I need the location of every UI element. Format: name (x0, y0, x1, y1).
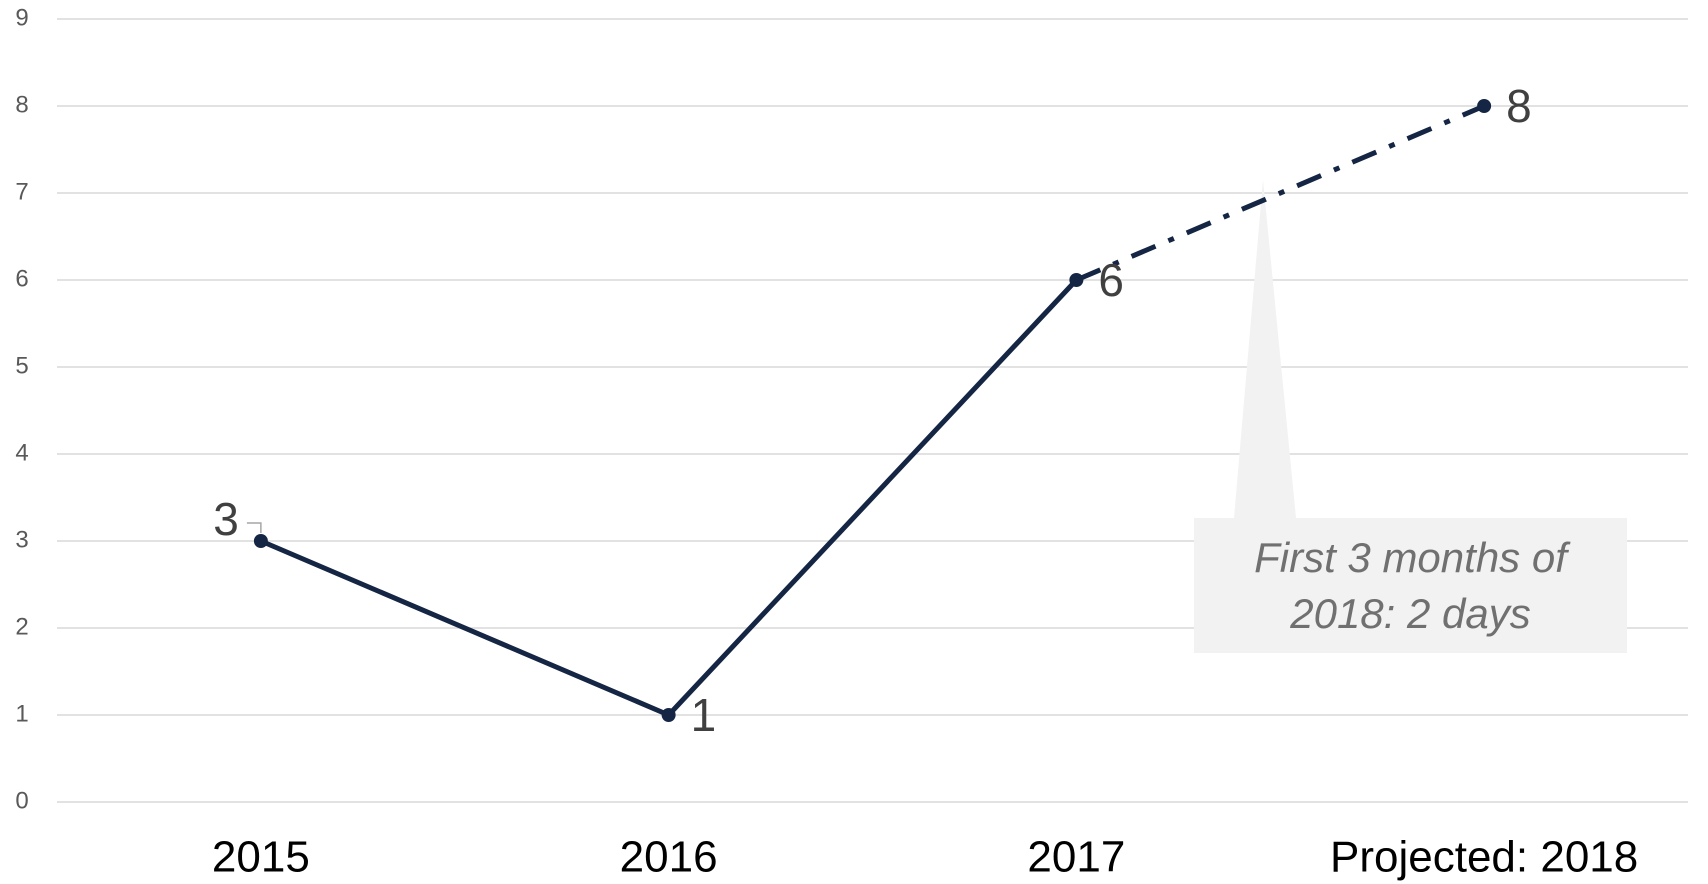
y-tick-label: 4 (15, 439, 28, 466)
x-tick-label: 2016 (620, 833, 718, 882)
y-tick-label: 1 (15, 700, 28, 727)
point (661, 708, 676, 722)
label-leader (246, 522, 262, 533)
projected-line (1075, 103, 1486, 283)
data-label: 3 (213, 493, 239, 545)
data-label: 8 (1506, 80, 1532, 132)
x-tick-label: Projected: 2018 (1330, 833, 1638, 882)
point (1477, 99, 1492, 113)
y-tick-label: 6 (15, 265, 28, 292)
point (1069, 273, 1084, 287)
x-tick-label: 2017 (1027, 833, 1125, 882)
annotation-box (1194, 518, 1627, 653)
y-tick-label: 9 (15, 4, 28, 31)
y-tick-label: 5 (15, 352, 28, 379)
y-tick-label: 7 (15, 178, 28, 205)
data-label: 6 (1098, 254, 1124, 306)
y-tick-label: 8 (15, 91, 28, 118)
point (253, 534, 268, 548)
x-tick-label: 2015 (212, 833, 310, 882)
y-tick-label: 0 (15, 787, 28, 814)
annotation-pointer (1234, 180, 1296, 518)
y-tick-label: 3 (15, 526, 28, 553)
line-series (259, 278, 1079, 718)
data-label: 1 (691, 689, 717, 741)
y-tick-label: 2 (15, 613, 28, 640)
annotation: First 3 months of 2018: 2 days (1254, 533, 1567, 637)
